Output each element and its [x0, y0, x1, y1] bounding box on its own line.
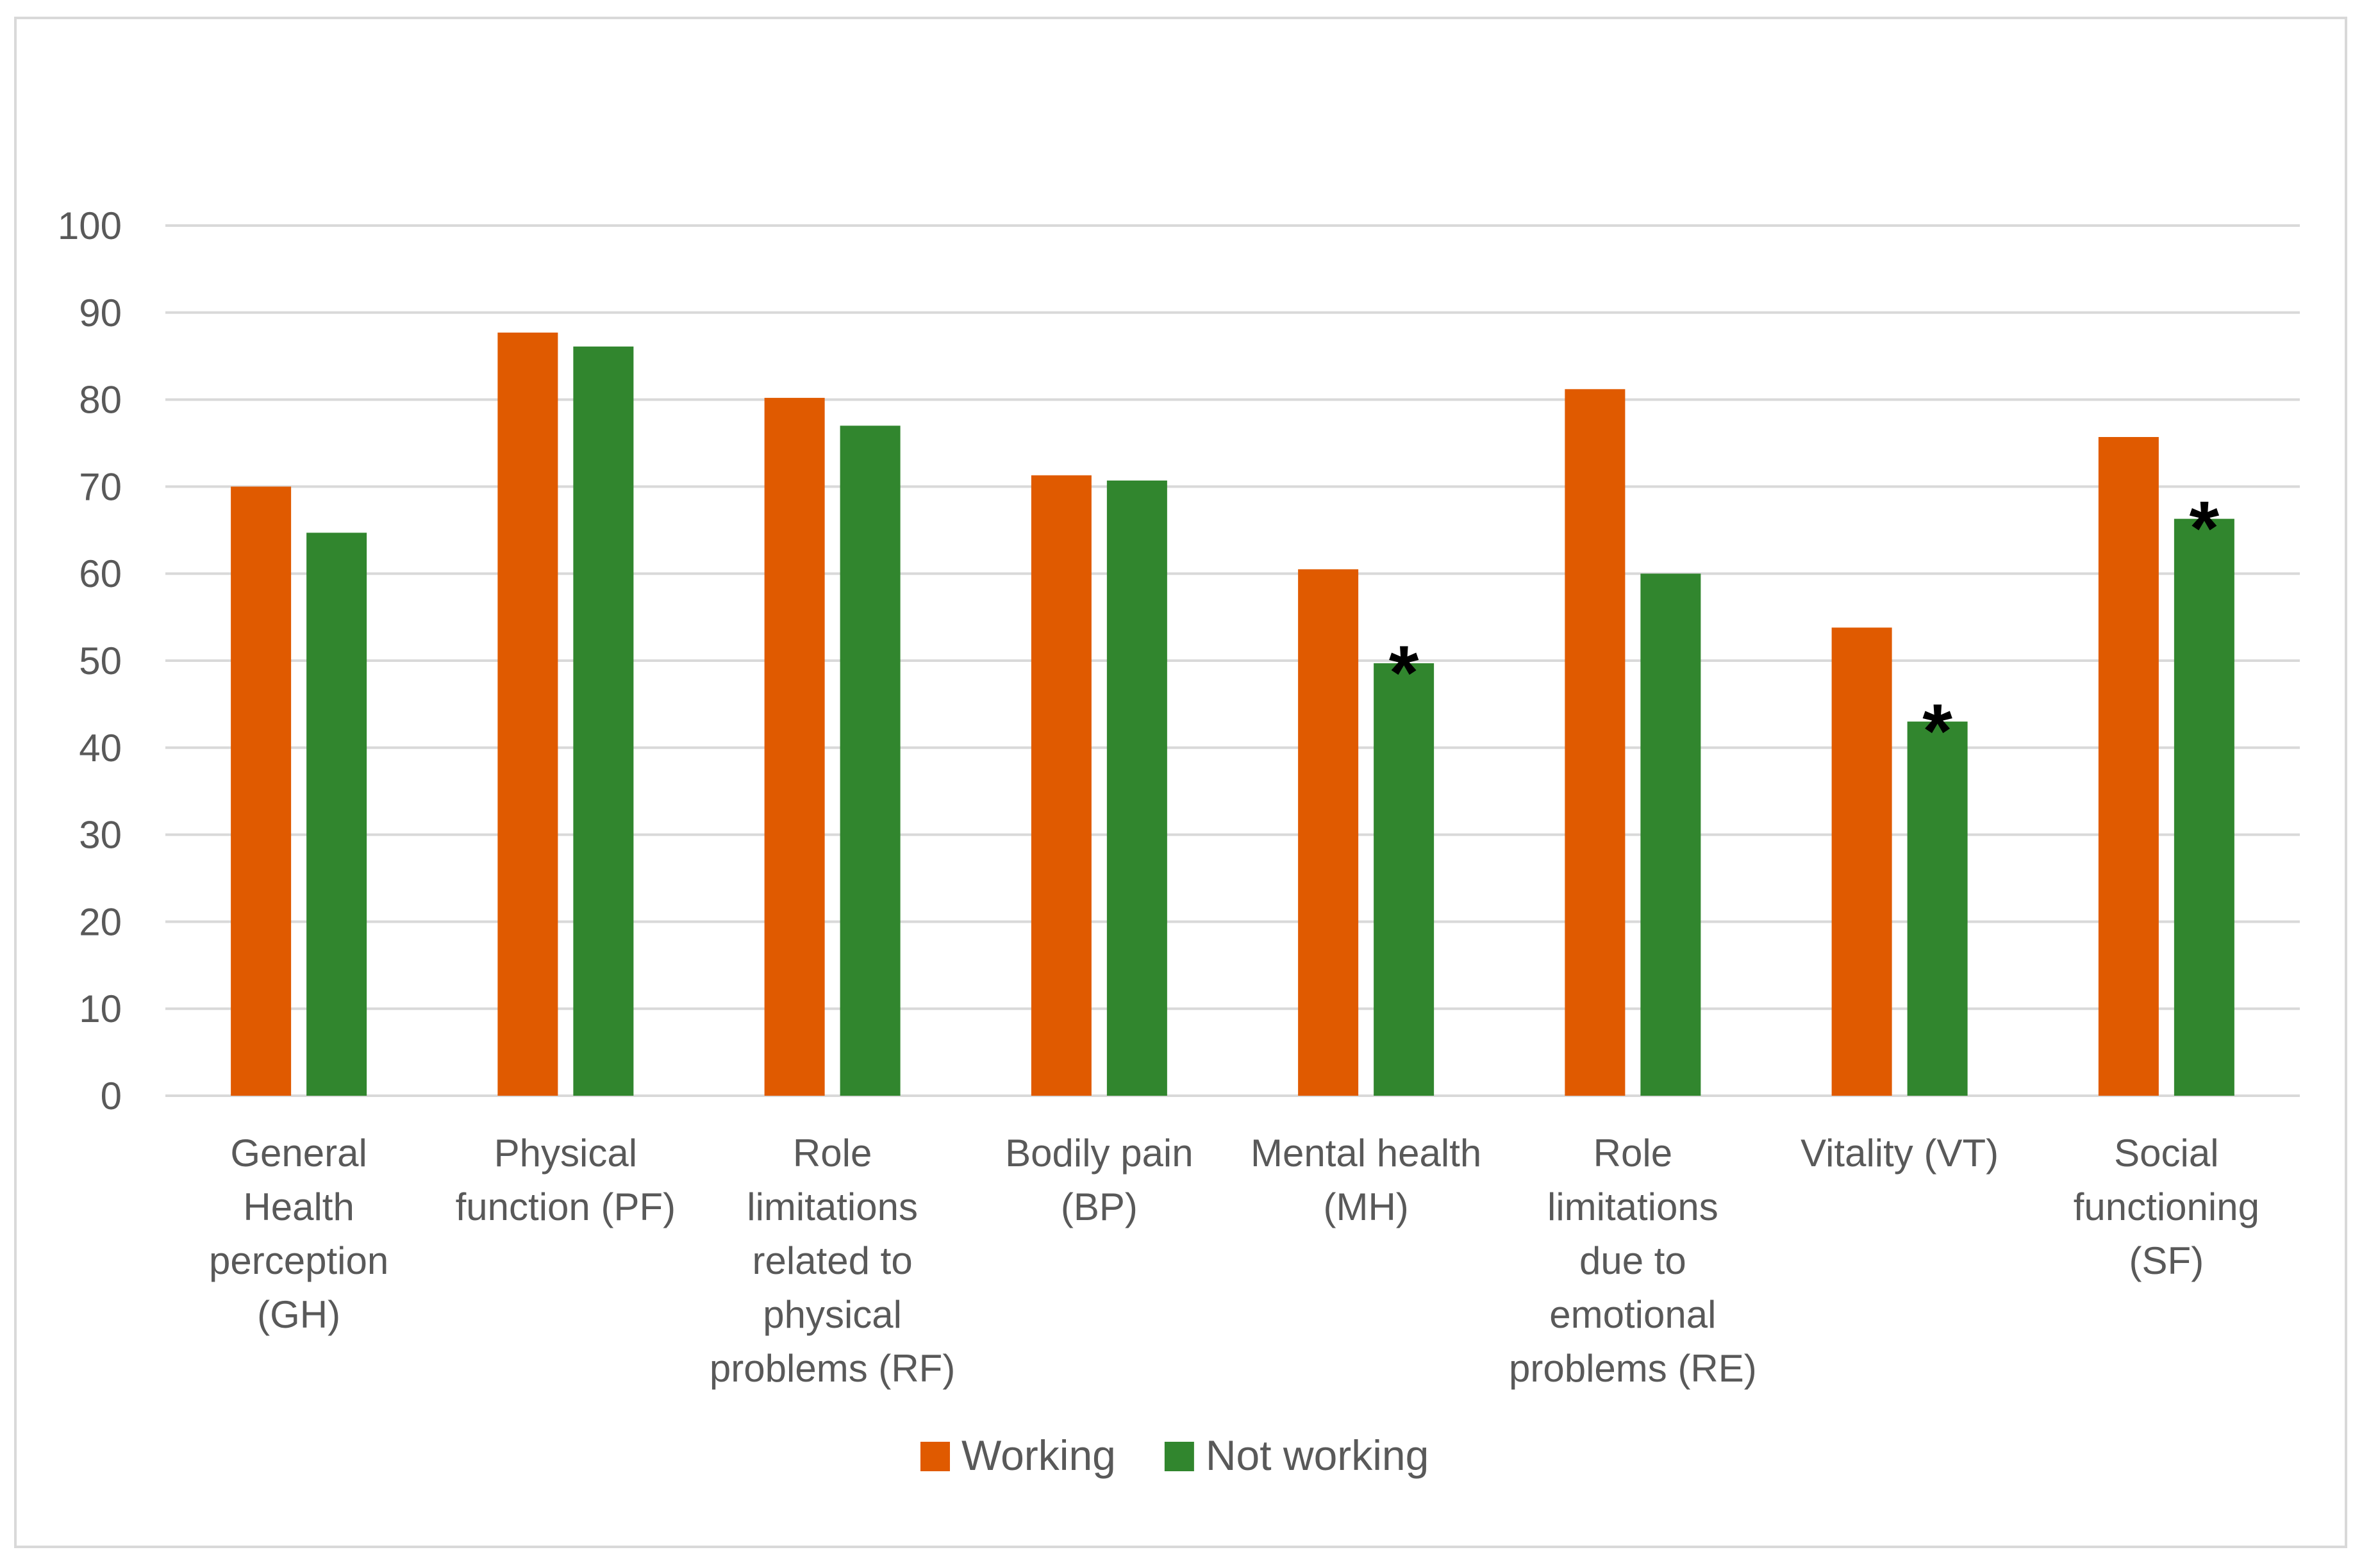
- y-tick-label: 20: [79, 900, 122, 943]
- legend: Working Not working: [920, 1432, 1429, 1479]
- gridlines: [165, 224, 2300, 1097]
- y-tick-label: 70: [79, 465, 122, 508]
- y-tick-label: 100: [58, 204, 122, 247]
- bars: [231, 333, 2234, 1096]
- legend-swatch: [920, 1442, 950, 1471]
- x-category-label-line: function (PF): [456, 1185, 676, 1228]
- y-axis-ticks: 0 10 20 30 40 50 60 70 80 90 100: [58, 204, 122, 1118]
- x-category-label: Vitality (VT): [1801, 1132, 1999, 1175]
- bar-working: [231, 486, 292, 1096]
- x-category-label-line: (GH): [257, 1293, 340, 1336]
- significance-asterisk: *: [2190, 486, 2220, 572]
- bar-not-working: [840, 425, 901, 1096]
- legend-label: Working: [961, 1432, 1116, 1479]
- significance-asterisk: *: [1922, 688, 1952, 774]
- x-category-label-line: Vitality (VT): [1801, 1132, 1999, 1175]
- x-category-label-line: physical: [763, 1293, 902, 1336]
- bar-working: [1565, 389, 1626, 1096]
- x-category-label-line: related to: [753, 1239, 913, 1282]
- x-category-label-line: Health: [243, 1185, 354, 1228]
- x-category-label-line: Mental health: [1251, 1132, 1481, 1175]
- x-category-label-line: due to: [1579, 1239, 1686, 1282]
- y-tick-label: 90: [79, 292, 122, 334]
- x-category-label-line: problems (RE): [1509, 1347, 1757, 1390]
- legend-swatch: [1164, 1442, 1194, 1471]
- bar-not-working: [2174, 518, 2234, 1096]
- x-axis-labels: General Health perception (GH) Physical funct…: [209, 1132, 2259, 1390]
- x-category-label-line: (MH): [1323, 1185, 1408, 1228]
- bar-not-working: [1640, 574, 1701, 1096]
- x-category-label: Role limitations related to physical problem…: [710, 1132, 955, 1390]
- x-category-label-line: General: [230, 1132, 367, 1175]
- x-category-label-line: limitations: [1547, 1185, 1718, 1228]
- x-category-label: Mental health (MH): [1251, 1132, 1481, 1228]
- significance-markers: * * *: [1389, 486, 2220, 774]
- y-tick-label: 40: [79, 727, 122, 770]
- bar-working: [497, 333, 558, 1096]
- y-tick-label: 80: [79, 379, 122, 422]
- y-tick-label: 10: [79, 987, 122, 1030]
- bar-working: [2098, 436, 2159, 1096]
- bar-working: [1831, 627, 1892, 1096]
- bar-not-working: [306, 532, 367, 1096]
- x-category-label: Bodily pain (BP): [1005, 1132, 1193, 1228]
- x-category-label-line: functioning: [2074, 1185, 2259, 1228]
- y-tick-label: 60: [79, 552, 122, 595]
- x-category-label-line: perception: [209, 1239, 388, 1282]
- x-category-label-line: emotional: [1549, 1293, 1716, 1336]
- x-category-label-line: problems (RF): [710, 1347, 955, 1390]
- x-category-label-line: Role: [1593, 1132, 1672, 1175]
- bar-working: [1031, 475, 1092, 1096]
- x-category-label-line: limitations: [747, 1185, 918, 1228]
- bar-not-working: [1907, 722, 1968, 1096]
- x-category-label: Role limitations due to emotional problems (…: [1509, 1132, 1757, 1390]
- x-category-label: Physical function (PF): [456, 1132, 676, 1228]
- x-category-label: General Health perception (GH): [209, 1132, 388, 1336]
- bar-working: [1298, 569, 1359, 1096]
- x-category-label-line: (BP): [1061, 1185, 1138, 1228]
- x-category-label-line: Social: [2114, 1132, 2218, 1175]
- x-category-label-line: Physical: [494, 1132, 637, 1175]
- y-tick-label: 30: [79, 814, 122, 857]
- x-category-label-line: Role: [793, 1132, 872, 1175]
- x-category-label-line: (SF): [2129, 1239, 2204, 1282]
- x-category-label: Social functioning (SF): [2074, 1132, 2259, 1282]
- y-tick-label: 0: [101, 1075, 122, 1118]
- legend-label: Not working: [1206, 1432, 1429, 1479]
- significance-asterisk: *: [1389, 630, 1419, 716]
- bar-not-working: [573, 346, 634, 1096]
- bar-working: [764, 397, 825, 1096]
- x-category-label-line: Bodily pain: [1005, 1132, 1193, 1175]
- y-tick-label: 50: [79, 640, 122, 682]
- bar-not-working: [1374, 663, 1435, 1096]
- bar-not-working: [1106, 480, 1167, 1096]
